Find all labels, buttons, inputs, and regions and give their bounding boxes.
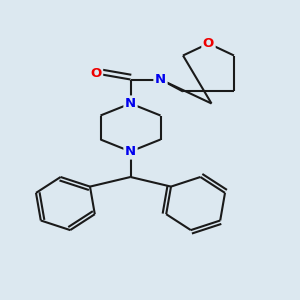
Text: O: O — [90, 67, 102, 80]
Text: N: N — [155, 73, 166, 86]
Text: N: N — [125, 97, 136, 110]
Text: O: O — [203, 37, 214, 50]
Text: N: N — [125, 145, 136, 158]
